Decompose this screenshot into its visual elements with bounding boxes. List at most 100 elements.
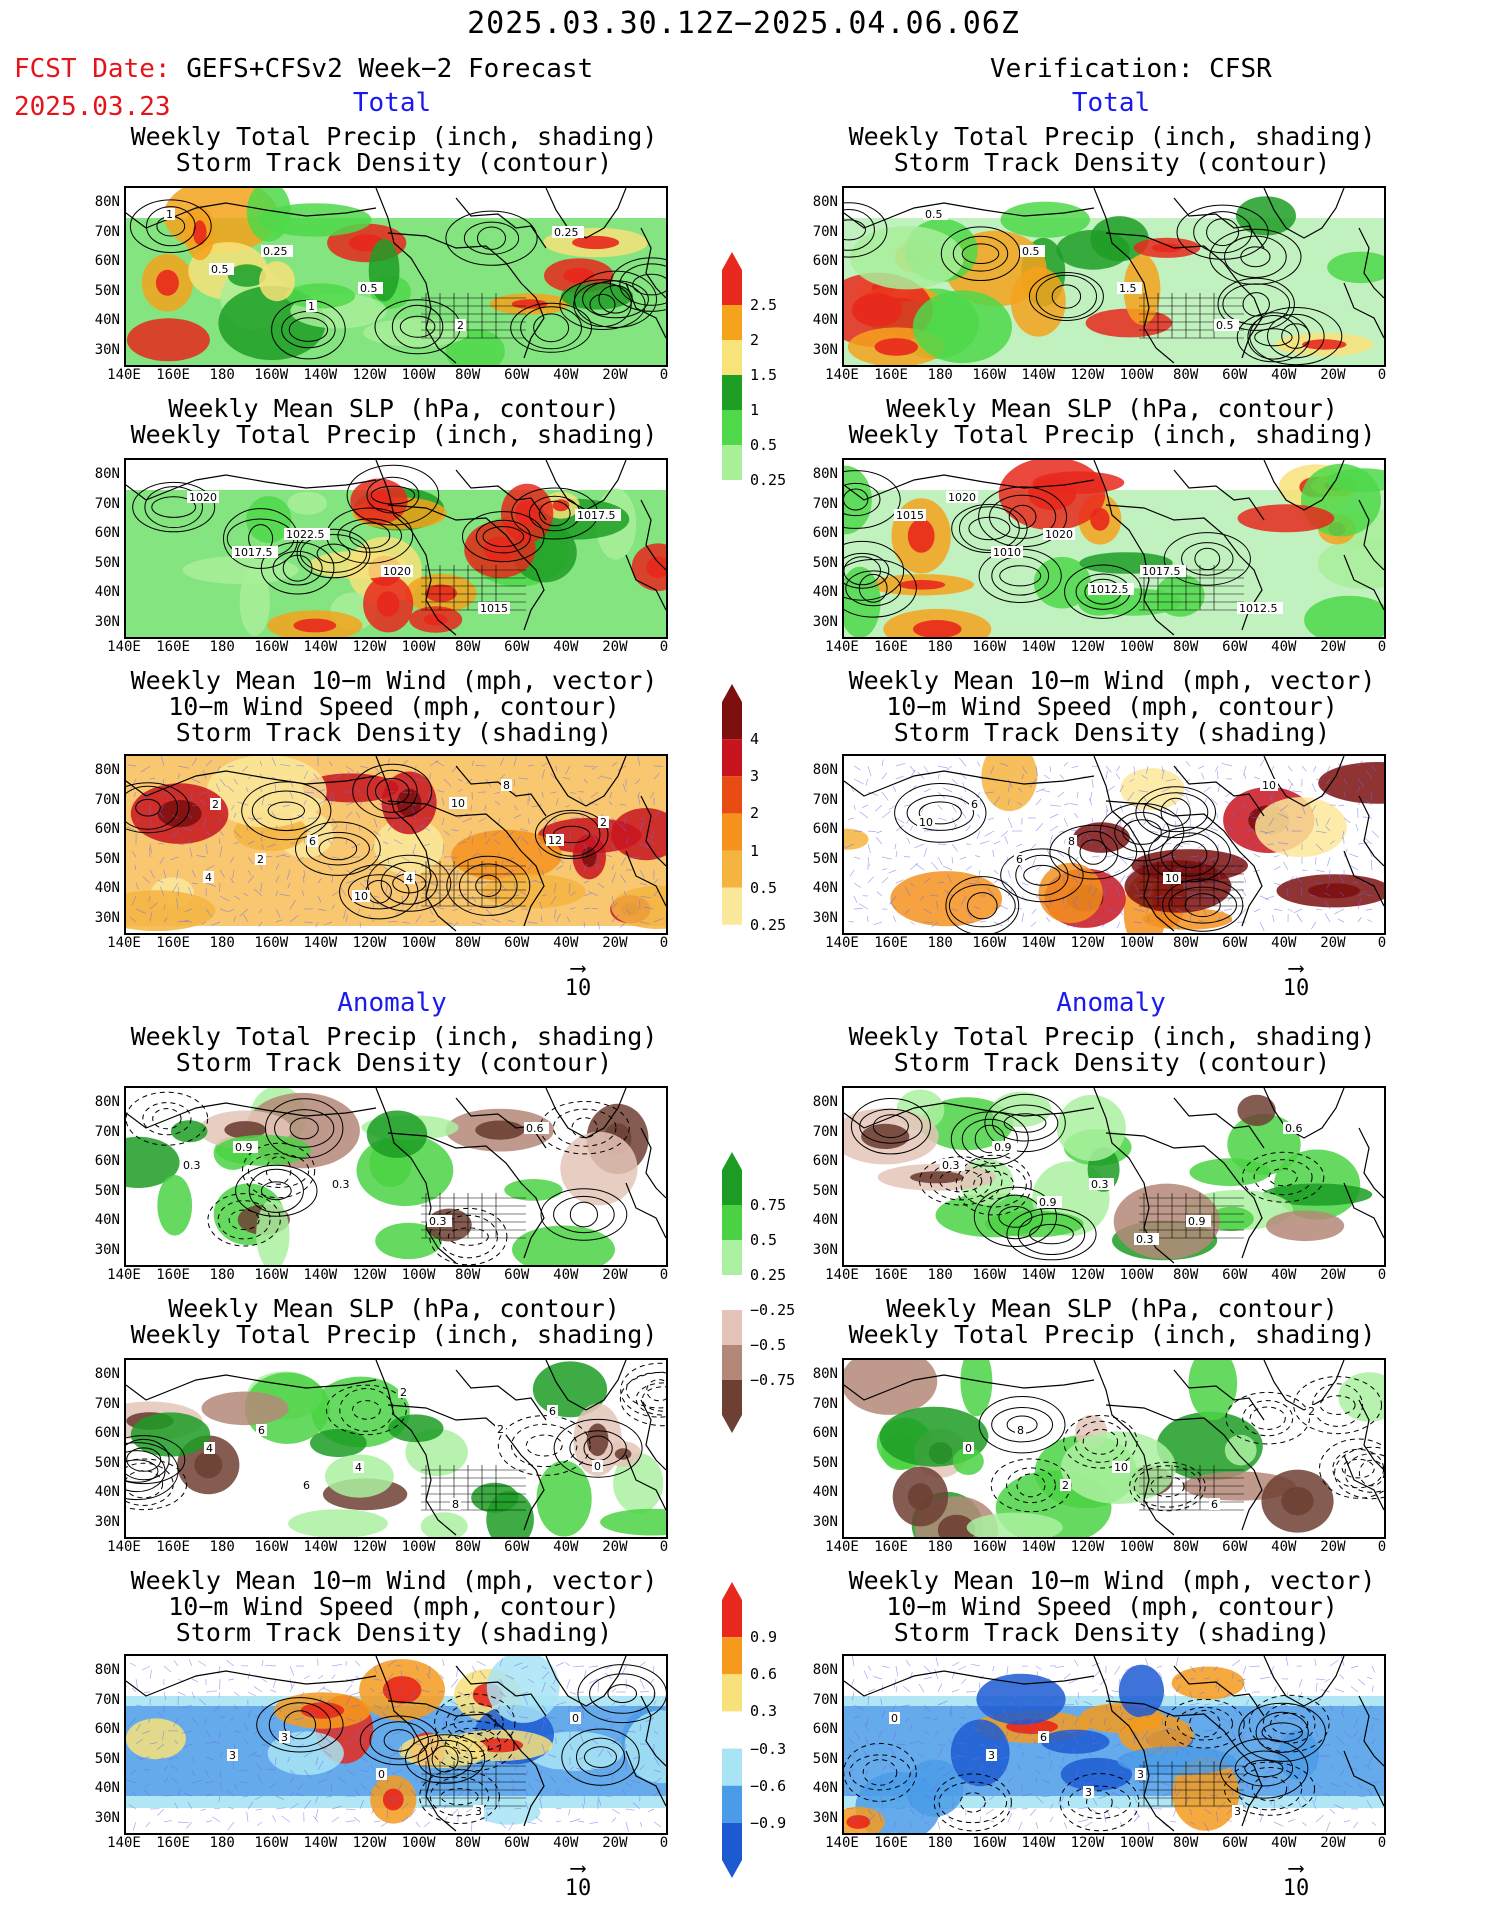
contour-label: 0.3 [1091,1178,1109,1191]
wind-vector [286,869,291,880]
wind-vector [1217,1703,1224,1706]
lat-label: 70N [812,791,838,808]
wind-vector [1357,842,1369,845]
wind-vector [513,814,522,819]
contour-label: 6 [549,1405,556,1418]
wind-vector [1119,1756,1125,1763]
wind-vector [229,877,235,884]
shaded-region [890,871,1003,927]
shaded-core [874,338,919,356]
wind-vector [611,872,616,884]
wind-vector [946,873,953,884]
wind-vector [1244,877,1247,884]
state-boundary [421,1193,526,1238]
coastline [625,1750,666,1807]
wind-vector [1334,1688,1345,1693]
wind-vector [923,1665,931,1673]
wind-vector [518,1716,529,1719]
shaded-region [374,817,444,875]
wind-vector [1071,765,1079,769]
wind-vector [1074,1699,1079,1706]
state-boundary [421,293,526,338]
contour-line [584,1746,617,1768]
lon-label: 180 [209,935,235,951]
colorbar-label: 0.3 [750,1702,778,1721]
wind-vector [261,1678,268,1683]
wind-vector [1091,1689,1098,1693]
wind-vector [1371,1685,1374,1693]
contour-line [609,257,666,312]
contour-line [260,1181,292,1201]
lon-label: 60W [1222,639,1248,655]
wind-vector [881,811,891,819]
wind-vector [1295,876,1303,884]
wind-vector [1091,855,1100,858]
contour-line [475,874,502,898]
wind-vector [490,1743,501,1746]
wind-vector [1217,869,1221,880]
wind-vector [383,841,389,845]
wind-vector [247,1751,257,1758]
wind-vector [260,882,263,892]
lat-label: 50N [812,850,838,867]
wind-vector [1272,914,1275,923]
wind-vector [1033,1739,1037,1745]
coastline [126,1102,377,1129]
wind-vector [867,856,870,867]
wind-vector [345,1695,352,1706]
wind-vector [611,902,618,910]
wind-vector [873,921,883,926]
contour-line [918,801,962,825]
contour-line [919,1156,1003,1206]
wind-vector [415,778,426,782]
wind-vector [1270,765,1275,772]
wind-vector [1326,817,1331,826]
lon-label: 0 [659,1539,669,1555]
wind-vector [568,882,571,894]
wind-vector [923,1704,931,1712]
coastline [1358,499,1384,571]
wind-vector [959,757,967,767]
state-boundary [1139,1193,1244,1238]
contour-label-bg [330,1178,355,1190]
map-panel-left-3: 2 6 4 8 2 2 10 10 12 4 [124,754,668,935]
wind-vector [1089,1717,1093,1724]
colorbar-swatch [722,924,742,962]
wind-vector [183,908,193,913]
wind-vector [625,1821,629,1832]
wind-vector [993,1743,1003,1751]
wind-vector [289,915,299,923]
wind-vector [1241,804,1247,808]
wind-vector [429,920,437,923]
wind-vector [345,823,348,832]
wind-vector [1280,1749,1289,1758]
contour-label-bg [284,528,330,540]
wind-vector [583,892,592,897]
contour-line [405,1734,486,1784]
wind-vector [149,777,156,780]
wind-vector [550,1685,557,1693]
contour-label-bg [181,1159,206,1171]
wind-vector [313,773,319,780]
shaded-region [850,226,964,290]
wind-vector [1315,869,1325,873]
lon-label: 160W [254,1539,289,1555]
fcst-date-value: 2025.03.23 [14,92,171,122]
wind-vector [892,1730,897,1741]
contour-label-bg [524,1122,549,1134]
wind-vector [1238,1730,1247,1740]
contour-line [1028,272,1104,321]
wind-vector [958,1665,967,1671]
wind-vector [1103,1717,1107,1725]
wind-vector [1000,905,1009,910]
wind-vector [1259,1676,1270,1680]
wind-vector [522,1691,529,1695]
wind-vector [1336,1735,1345,1745]
lon-label: 140W [1021,639,1056,655]
shaded-region [215,1134,312,1166]
lon-label: 160E [874,1539,908,1555]
wind-vector [205,882,216,887]
contour-label: 8 [1017,1424,1024,1437]
wind-vector [881,1710,886,1719]
